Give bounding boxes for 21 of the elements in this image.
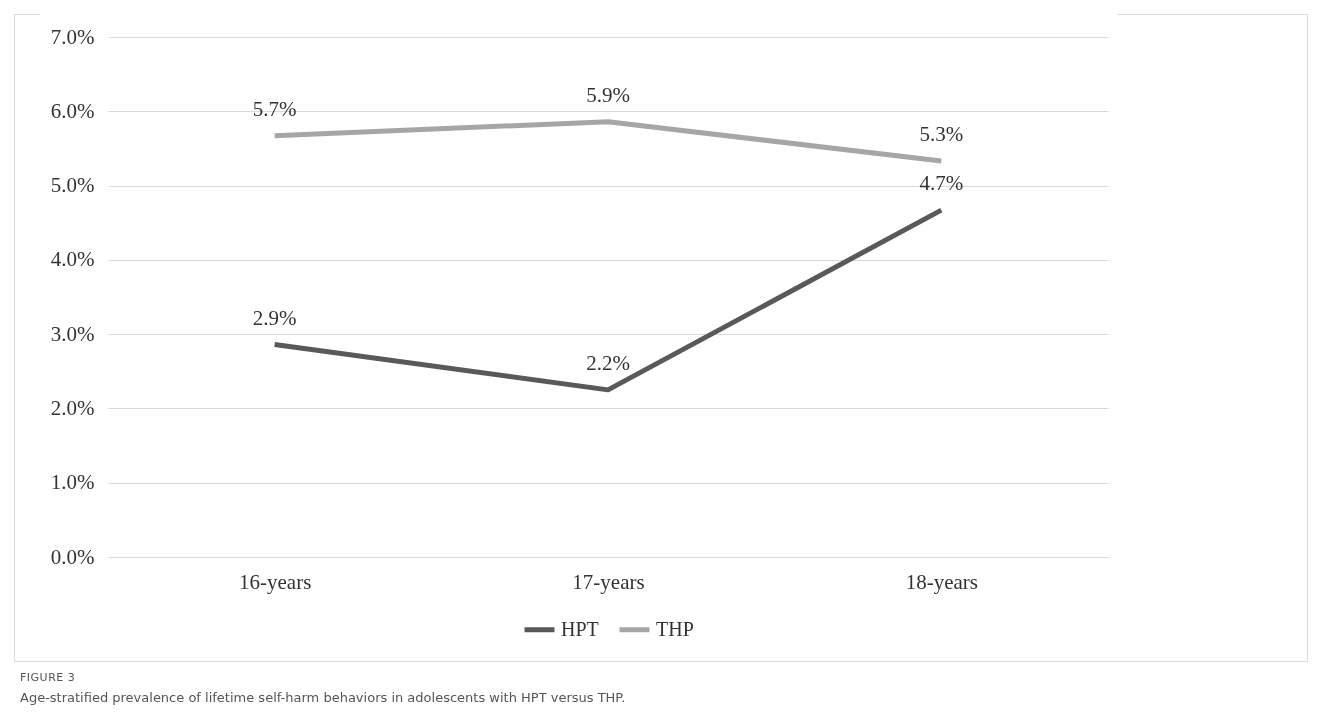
data-label: 5.3% xyxy=(919,122,964,147)
y-tick-label: 6.0% xyxy=(50,98,95,123)
caption: FIGURE 3 xyxy=(20,670,77,686)
x-tick-label: 18-years xyxy=(905,569,978,594)
y-tick-label: 7.0% xyxy=(50,24,95,49)
y-tick-label: 5.0% xyxy=(50,173,95,198)
data-label: 5.7% xyxy=(252,96,297,121)
text: Age-stratified prevalence of lifetime self-harm behaviors in adolescents with HPT versus THP. xyxy=(20,689,626,707)
y-tick-label: 0.0% xyxy=(50,544,95,569)
legend-label: THP xyxy=(656,617,694,640)
data-label: 4.7% xyxy=(919,171,964,196)
y-tick-label: 2.0% xyxy=(50,395,95,420)
y-tick-label: 4.0% xyxy=(50,247,95,272)
x-tick-label: 16-years xyxy=(239,569,312,594)
data-label: 2.9% xyxy=(252,305,297,330)
y-tick-label: 1.0% xyxy=(50,470,95,495)
data-label: 2.2% xyxy=(586,350,630,375)
legend-label: HPT xyxy=(561,617,599,640)
data-label: 5.9% xyxy=(586,82,630,107)
x-tick-label: 17-years xyxy=(572,569,645,594)
y-tick-label: 3.0% xyxy=(50,321,95,346)
